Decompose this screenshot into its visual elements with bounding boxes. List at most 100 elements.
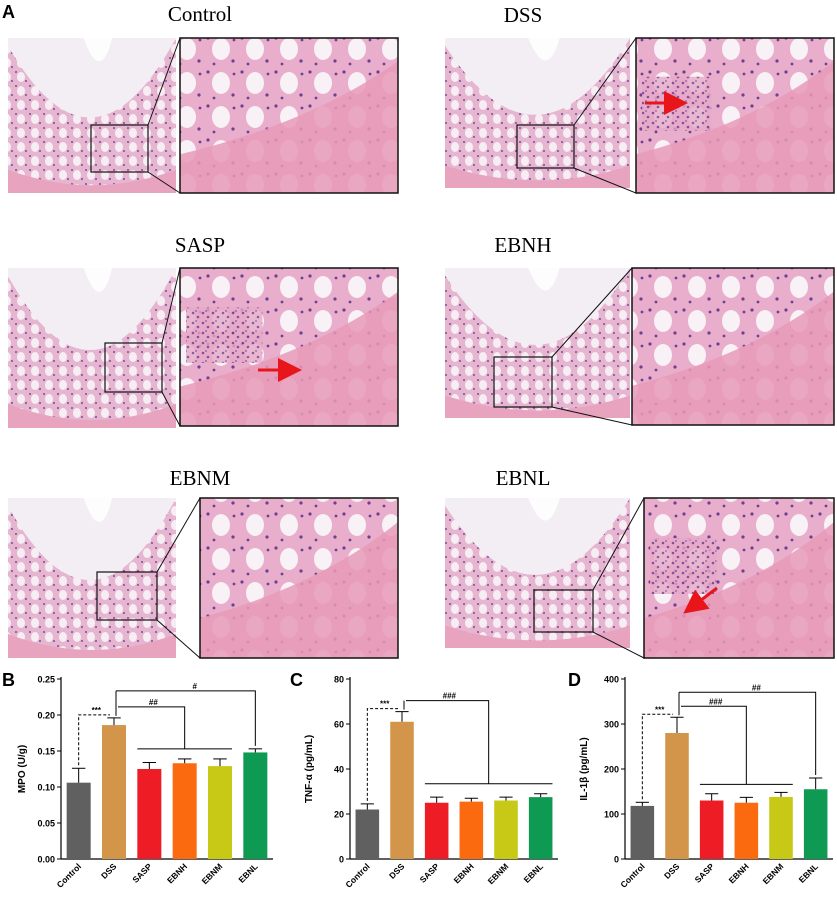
chart-tnf: TNF-α (pg/mL) 0 20 40 60 80 Control DSS SASP EBNH… <box>304 675 558 890</box>
micrograph-title-ebnm: EBNM <box>169 466 231 490</box>
error-bar-ebnl <box>248 748 263 753</box>
sig-control-dss: *** <box>655 705 665 714</box>
red-arrow-icon <box>683 586 718 614</box>
sig-group: ### <box>709 697 723 706</box>
error-bar-dss <box>395 711 409 722</box>
sig-control-dss: *** <box>380 700 390 709</box>
error-bar-sasp <box>142 762 157 769</box>
bar-ebnh <box>172 763 197 859</box>
panel-letter-b: B <box>2 670 15 690</box>
micrograph-dss <box>445 37 835 194</box>
bar-ebnl <box>803 789 828 859</box>
y-axis-label: IL-1β (pg/mL) <box>579 737 590 800</box>
y-tick-label: 0 <box>339 855 344 865</box>
y-tick-label: 0.00 <box>37 855 55 865</box>
bar-ebnm <box>494 800 518 859</box>
y-axis-label: TNF-α (pg/mL) <box>304 735 315 803</box>
x-tick-label-dss: DSS <box>387 861 407 881</box>
chart-mpo: MPO (U/g) 0.00 0.05 0.10 0.15 0.20 0.25 Control… <box>17 675 273 890</box>
x-tick-label-control: Control <box>618 861 646 889</box>
significance-marks: ***##### <box>641 683 817 800</box>
bar-dss <box>390 721 414 859</box>
sig-group: ### <box>443 692 457 701</box>
x-tick-label-ebnm: EBNM <box>761 861 786 886</box>
error-bar-ebnh <box>177 758 192 764</box>
x-tick-label-ebnl: EBNL <box>797 861 820 884</box>
y-tick-label: 0.20 <box>37 711 55 721</box>
x-tick-label-ebnm: EBNM <box>200 861 225 886</box>
significance-marks: *** ### <box>366 692 553 801</box>
micrograph-title-ebnh: EBNH <box>494 233 552 257</box>
sig-group: ## <box>149 698 158 707</box>
error-bar-ebnm <box>774 791 788 797</box>
error-bar-control <box>71 767 86 783</box>
bar-ebnh <box>734 802 759 859</box>
sig-control-dss: *** <box>92 706 102 715</box>
micrograph-ebnm <box>8 497 399 659</box>
micrograph-ebnl <box>445 497 835 659</box>
x-tick-label-dss: DSS <box>662 861 682 881</box>
x-tick-label-ebnh: EBNH <box>727 861 751 885</box>
y-tick-label: 400 <box>604 675 619 685</box>
bar-dss <box>101 725 127 859</box>
histology-micrographs <box>8 37 835 659</box>
y-tick-label: 200 <box>604 765 619 775</box>
bar-ebnh <box>459 801 484 859</box>
bar-sasp <box>424 802 449 859</box>
y-tick-label: 40 <box>334 765 344 775</box>
x-tick-label-dss: DSS <box>99 861 119 881</box>
sig-single: # <box>192 682 197 691</box>
x-tick-label-ebnh: EBNH <box>165 861 189 885</box>
micrograph-title-dss: DSS <box>503 3 543 27</box>
y-tick-label: 80 <box>334 675 344 685</box>
error-bar-dss <box>670 716 684 733</box>
x-tick-label-sasp: SASP <box>130 861 154 885</box>
error-bar-control <box>635 801 649 806</box>
micrograph-ebnh <box>445 267 835 426</box>
error-bar-sasp <box>705 793 719 801</box>
error-bar-ebnm <box>213 758 227 767</box>
error-bar-ebnl <box>809 777 823 790</box>
bar-control <box>630 805 655 859</box>
micrograph-title-sasp: SASP <box>174 233 226 257</box>
bar-dss <box>665 733 689 859</box>
y-tick-label: 0.25 <box>37 675 55 685</box>
x-tick-label-ebnl: EBNL <box>236 861 259 884</box>
error-bar-ebnh <box>464 797 478 802</box>
x-tick-label-control: Control <box>55 861 83 889</box>
error-bar-ebnm <box>499 796 513 801</box>
y-tick-label: 60 <box>334 720 344 730</box>
y-tick-label: 300 <box>604 720 619 730</box>
bar-ebnl <box>528 797 553 859</box>
y-tick-label: 0 <box>614 855 619 865</box>
y-tick-label: 0.15 <box>37 747 55 757</box>
y-tick-label: 100 <box>604 810 619 820</box>
sig-single: ## <box>752 683 761 692</box>
bar-control <box>66 782 91 859</box>
x-tick-label-ebnl: EBNL <box>522 861 545 884</box>
bar-ebnm <box>769 796 793 859</box>
panel-letter-a: A <box>2 2 15 22</box>
x-tick-label-control: Control <box>343 861 371 889</box>
significance-marks: ***### <box>78 682 256 766</box>
panel-letter-c: C <box>290 670 303 690</box>
error-bar-ebnl <box>534 793 548 798</box>
y-tick-label: 0.05 <box>37 819 55 829</box>
error-bar-dss <box>107 717 121 726</box>
bar-sasp <box>137 769 162 859</box>
x-tick-label-ebnh: EBNH <box>452 861 476 885</box>
chart-il1b: IL-1β (pg/mL) 0 100 200 300 400 Control DSS SASP… <box>579 675 833 890</box>
micrograph-control <box>8 37 399 194</box>
micrograph-title-control: Control <box>167 2 233 26</box>
bar-control <box>355 809 380 859</box>
bar-ebnm <box>207 766 233 859</box>
y-tick-label: 20 <box>334 810 344 820</box>
x-tick-label-sasp: SASP <box>418 861 442 885</box>
bar-ebnl <box>243 752 268 859</box>
x-tick-label-sasp: SASP <box>693 861 717 885</box>
micrograph-sasp <box>8 267 399 428</box>
error-bar-sasp <box>430 796 444 803</box>
x-tick-label-ebnm: EBNM <box>486 861 511 886</box>
panel-letter-d: D <box>568 670 581 690</box>
bar-sasp <box>699 800 724 859</box>
